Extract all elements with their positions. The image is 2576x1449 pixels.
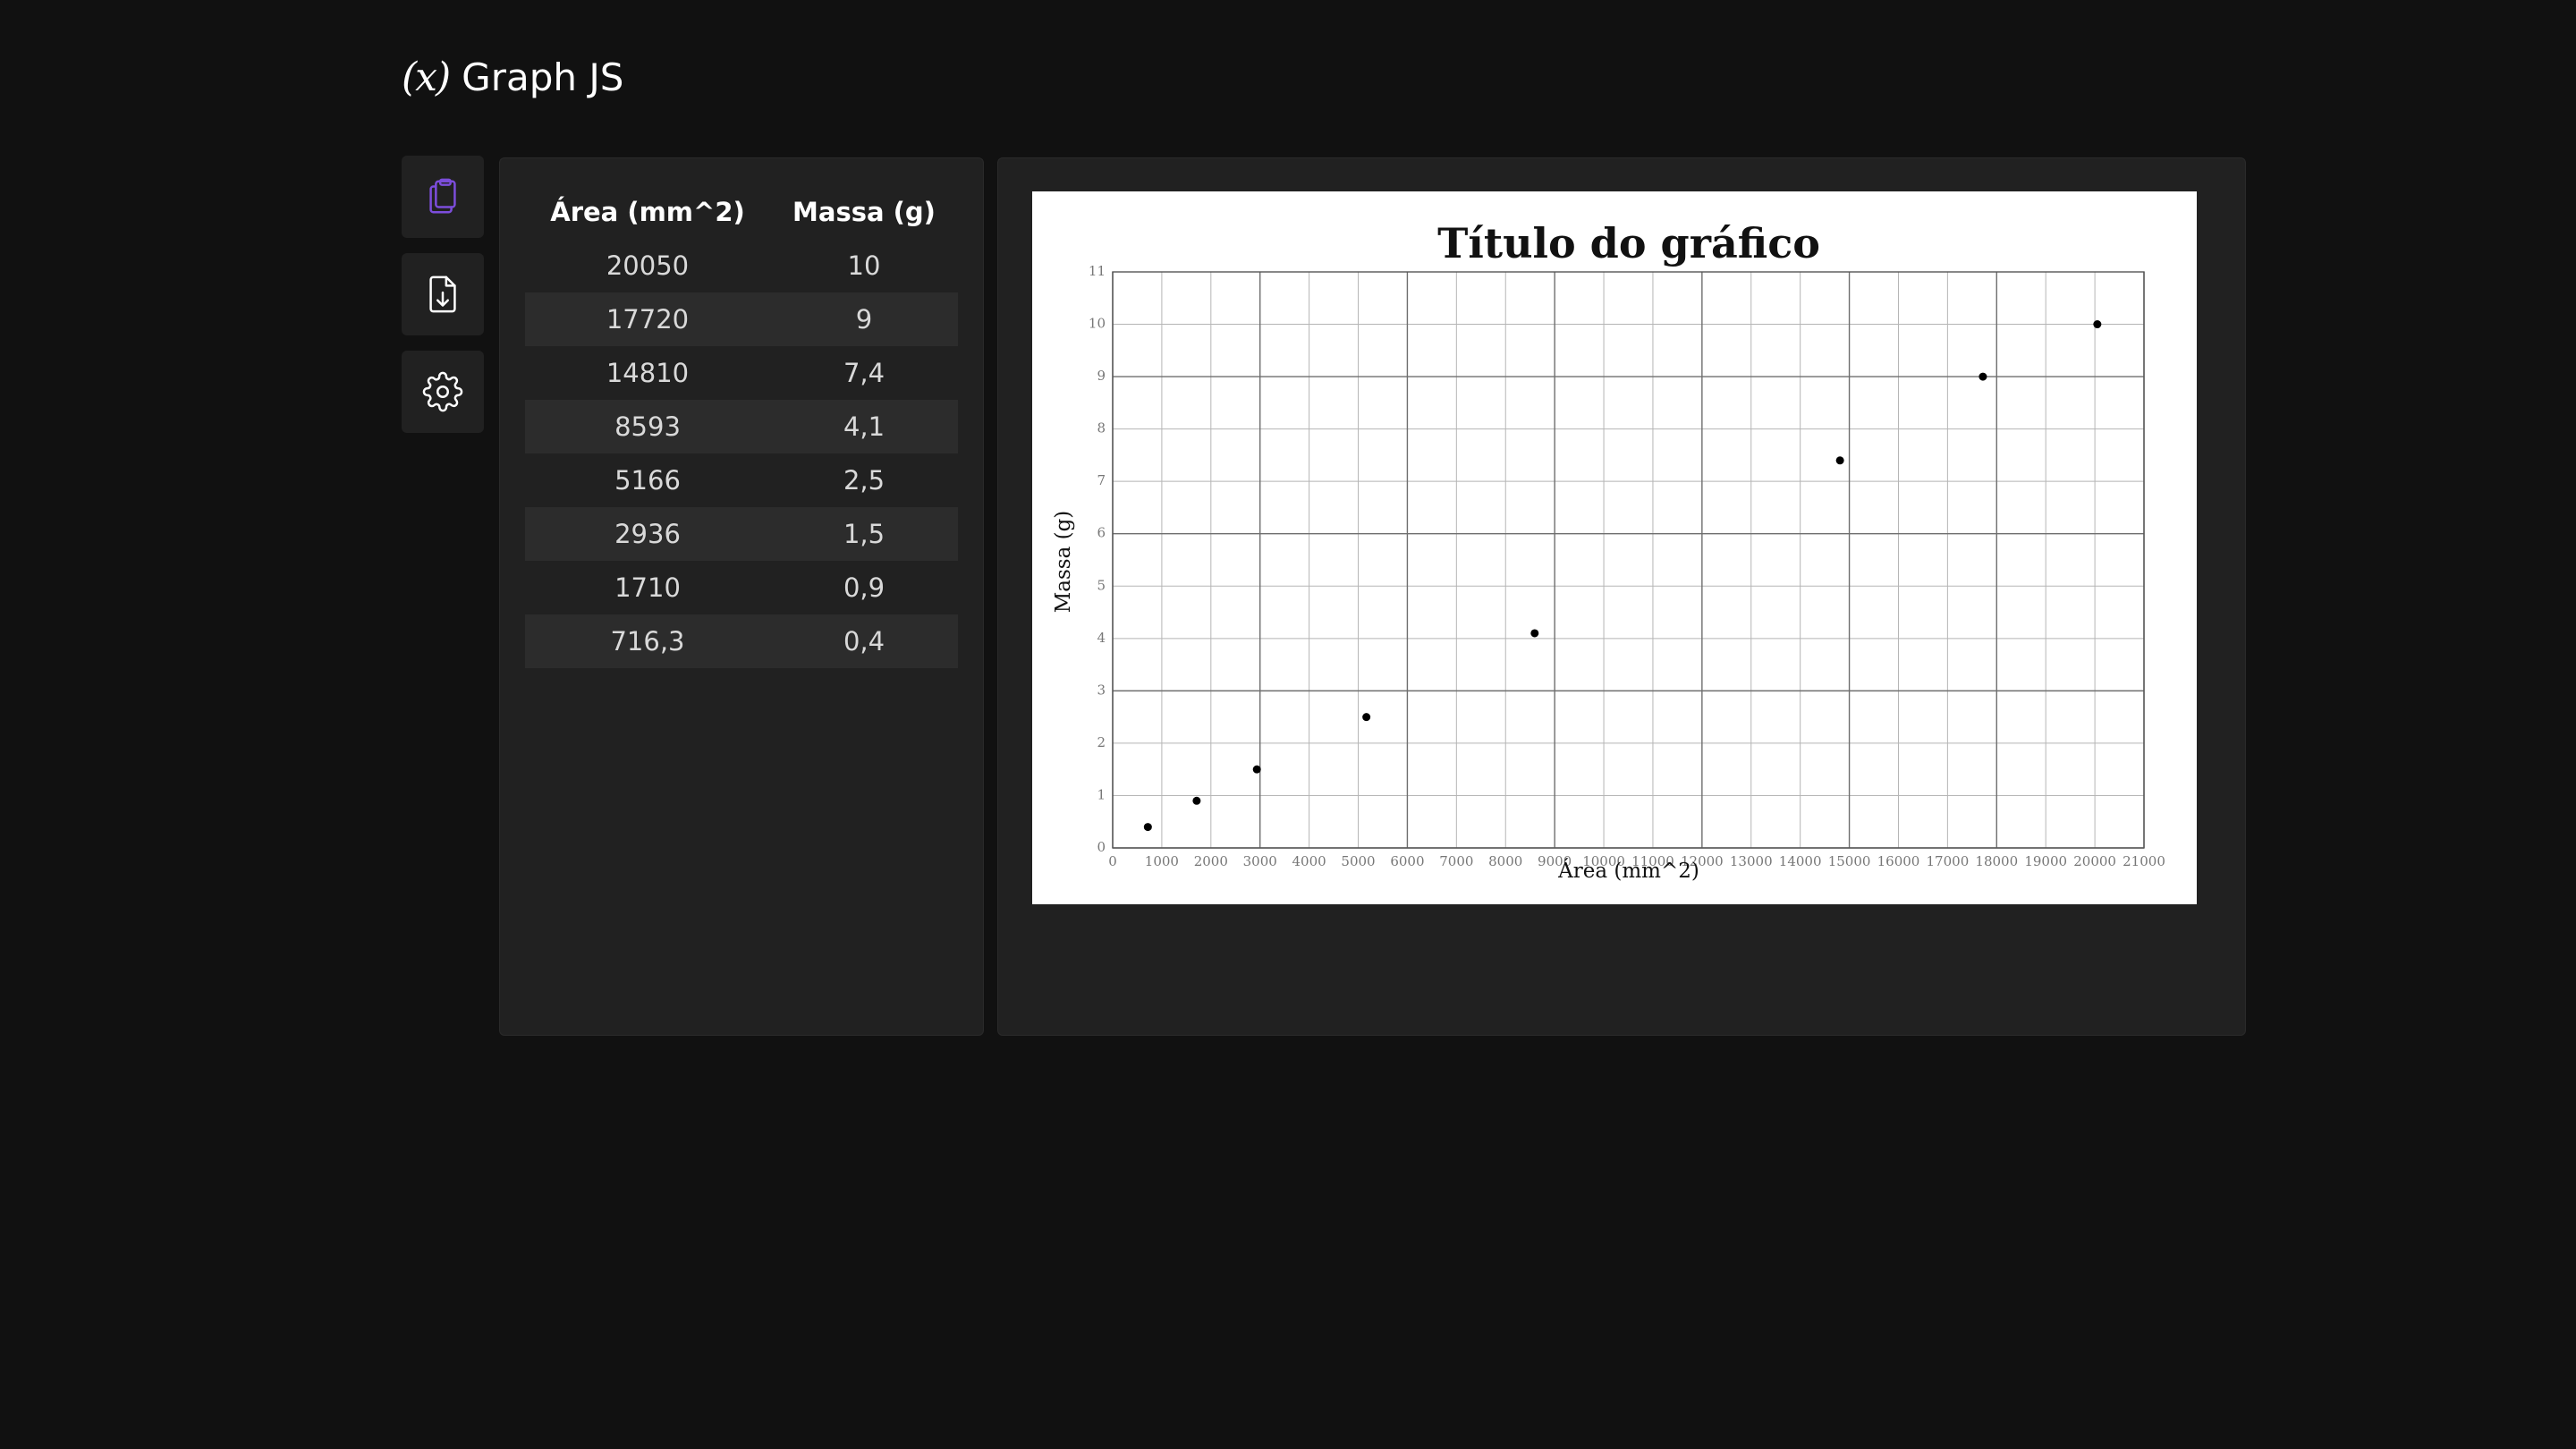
x-tick-label: 1000 xyxy=(1145,853,1179,869)
y-tick-label: 6 xyxy=(1097,525,1106,541)
scatter-chart: 0 1000 2000 3000 4000 5000 6000 7000 8000 9000 100… xyxy=(1052,219,2165,883)
x-tick-label: 12000 xyxy=(1681,853,1724,869)
x-tick-label: 13000 xyxy=(1730,853,1773,869)
function-x-icon: (x) xyxy=(402,54,451,100)
x-tick-label: 6000 xyxy=(1390,853,1424,869)
table-cell-area[interactable]: 20050 xyxy=(606,250,690,281)
data-point xyxy=(1835,456,1844,465)
x-tick-label: 5000 xyxy=(1341,853,1375,869)
data-point xyxy=(1192,796,1201,805)
x-tick-label: 9000 xyxy=(1538,853,1572,869)
table-cell-mass[interactable]: 9 xyxy=(770,292,958,346)
table-cell-mass[interactable]: 1,5 xyxy=(770,507,958,561)
y-axis-label: Massa (g) xyxy=(1052,511,1075,614)
data-point xyxy=(2093,320,2102,329)
data-point xyxy=(1362,713,1371,722)
table-cell-mass[interactable]: 7,4 xyxy=(843,358,886,388)
y-tick-label: 2 xyxy=(1097,734,1106,750)
app-title: Graph JS xyxy=(462,55,624,99)
table-cell-area[interactable]: 716,3 xyxy=(525,614,770,668)
y-tick-label: 8 xyxy=(1097,420,1106,436)
x-tick-label: 14000 xyxy=(1779,853,1822,869)
clipboard-icon xyxy=(429,178,456,214)
table-cell-mass[interactable]: 0,4 xyxy=(770,614,958,668)
sidebar xyxy=(402,156,484,433)
data-point xyxy=(1979,372,1987,381)
table-cell-mass[interactable]: 10 xyxy=(847,250,881,281)
data-table-panel: Área (mm^2) Massa (g) 20050 10 17720 9 1… xyxy=(499,157,984,1036)
x-tick-label: 20000 xyxy=(2073,853,2116,869)
data-point xyxy=(1143,823,1152,832)
x-tick-label: 8000 xyxy=(1488,853,1522,869)
table-row: 1710 0,9 xyxy=(525,561,958,614)
column-header-mass: Massa (g) xyxy=(792,197,936,227)
y-tick-label: 10 xyxy=(1089,316,1106,332)
table-row: 5166 2,5 xyxy=(525,453,958,507)
x-tick-label: 16000 xyxy=(1877,853,1920,869)
table-header-row: Área (mm^2) Massa (g) xyxy=(525,185,958,239)
x-tick-label: 2000 xyxy=(1194,853,1228,869)
x-tick-label: 3000 xyxy=(1243,853,1277,869)
table-row: 17720 9 xyxy=(525,292,958,346)
table-row: 716,3 0,4 xyxy=(525,614,958,668)
y-tick-label: 3 xyxy=(1097,682,1106,698)
y-tick-label: 7 xyxy=(1097,472,1106,488)
chart-canvas: 0 1000 2000 3000 4000 5000 6000 7000 8000 9000 100… xyxy=(1032,191,2197,904)
table-row: 14810 7,4 xyxy=(525,346,958,400)
y-tick-label: 9 xyxy=(1097,368,1106,384)
x-tick-label: 7000 xyxy=(1439,853,1473,869)
data-point xyxy=(1530,629,1539,638)
x-tick-label: 10000 xyxy=(1582,853,1625,869)
x-tick-label: 15000 xyxy=(1828,853,1871,869)
chart-title: Título do gráfico xyxy=(1437,219,1820,267)
y-tick-label: 0 xyxy=(1097,839,1106,855)
y-tick-label: 5 xyxy=(1097,577,1106,593)
table-cell-mass[interactable]: 4,1 xyxy=(770,400,958,453)
data-table: Área (mm^2) Massa (g) 20050 10 17720 9 1… xyxy=(525,185,958,668)
table-row: 20050 10 xyxy=(525,239,958,292)
plot-frame xyxy=(1112,271,2145,849)
table-cell-mass[interactable]: 0,9 xyxy=(843,572,886,603)
y-tick-label: 1 xyxy=(1097,786,1106,802)
x-tick-label: 11000 xyxy=(1631,853,1674,869)
gear-icon xyxy=(422,371,463,412)
table-cell-area[interactable]: 5166 xyxy=(614,465,681,496)
file-download-icon xyxy=(429,275,456,313)
x-tick-label: 0 xyxy=(1108,853,1117,869)
x-tick-label: 17000 xyxy=(1927,853,1970,869)
paste-data-button[interactable] xyxy=(402,156,484,238)
table-cell-area[interactable]: 1710 xyxy=(614,572,681,603)
x-tick-label: 4000 xyxy=(1292,853,1326,869)
table-row: 8593 4,1 xyxy=(525,400,958,453)
x-tick-label: 21000 xyxy=(2123,853,2165,869)
data-point xyxy=(1252,765,1261,774)
table-cell-area[interactable]: 14810 xyxy=(606,358,690,388)
y-tick-label: 4 xyxy=(1097,630,1106,646)
y-tick-label: 11 xyxy=(1089,263,1106,279)
table-row: 2936 1,5 xyxy=(525,507,958,561)
export-file-button[interactable] xyxy=(402,253,484,335)
x-axis-label: Área (mm^2) xyxy=(1557,859,1699,883)
table-cell-area[interactable]: 2936 xyxy=(525,507,770,561)
table-cell-area[interactable]: 17720 xyxy=(525,292,770,346)
table-cell-area[interactable]: 8593 xyxy=(525,400,770,453)
app-logo: (x) Graph JS xyxy=(402,50,623,104)
settings-button[interactable] xyxy=(402,351,484,433)
table-cell-mass[interactable]: 2,5 xyxy=(843,465,886,496)
graph-panel: 0 1000 2000 3000 4000 5000 6000 7000 8000 9000 100… xyxy=(997,157,2246,1036)
x-tick-label: 19000 xyxy=(2024,853,2067,869)
column-header-area: Área (mm^2) xyxy=(550,197,745,227)
x-tick-label: 18000 xyxy=(1975,853,2018,869)
